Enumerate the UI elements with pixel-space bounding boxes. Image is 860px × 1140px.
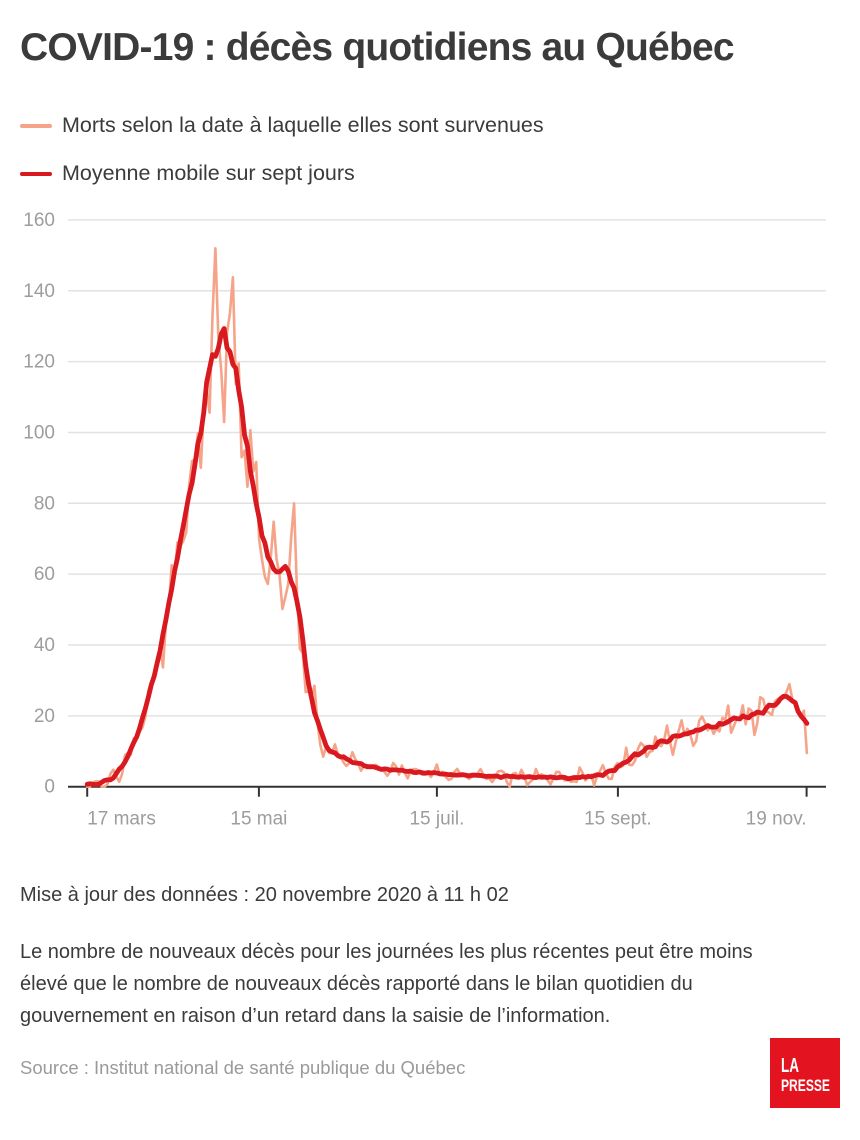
svg-text:15 juil.: 15 juil.	[409, 809, 464, 830]
svg-text:20: 20	[34, 706, 55, 727]
svg-text:19 nov.: 19 nov.	[746, 809, 807, 830]
svg-text:100: 100	[23, 422, 55, 443]
svg-text:15 mai: 15 mai	[230, 809, 287, 830]
svg-text:60: 60	[34, 564, 55, 585]
svg-text:PRESSE: PRESSE	[781, 1076, 830, 1095]
svg-text:17 mars: 17 mars	[87, 809, 156, 830]
svg-text:0: 0	[44, 777, 55, 798]
svg-text:80: 80	[34, 493, 55, 514]
svg-text:40: 40	[34, 635, 55, 656]
svg-text:15 sept.: 15 sept.	[584, 809, 652, 830]
svg-text:140: 140	[23, 281, 55, 302]
svg-text:160: 160	[23, 210, 55, 231]
svg-text:LA: LA	[781, 1055, 799, 1077]
svg-text:120: 120	[23, 352, 55, 373]
